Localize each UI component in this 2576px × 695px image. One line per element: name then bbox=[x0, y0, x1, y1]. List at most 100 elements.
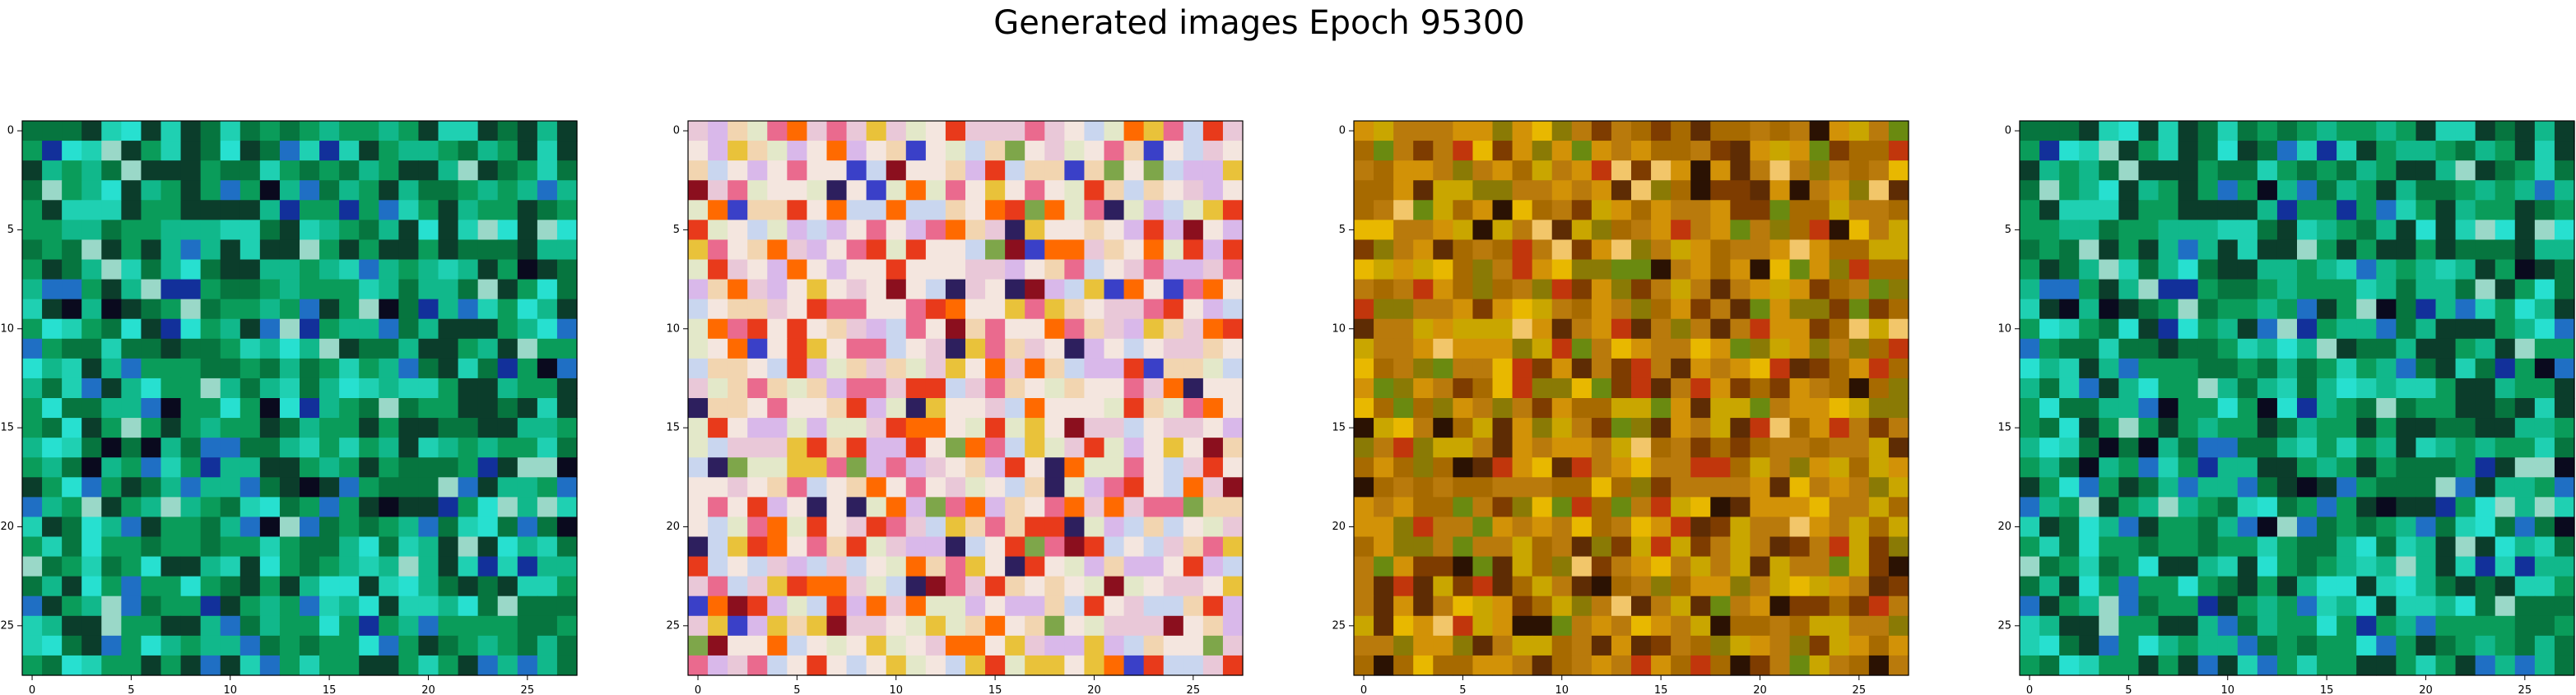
pixel-cell bbox=[1829, 239, 1850, 261]
pixel-cell bbox=[747, 398, 768, 419]
pixel-cell bbox=[1551, 239, 1573, 261]
pixel-cell bbox=[1690, 121, 1711, 141]
pixel-cell bbox=[1472, 259, 1494, 280]
pixel-cell bbox=[807, 418, 828, 438]
pixel-cell bbox=[477, 180, 499, 201]
pixel-cell bbox=[1591, 655, 1612, 676]
pixel-cell bbox=[1413, 259, 1434, 280]
pixel-cell bbox=[1571, 517, 1593, 538]
pixel-cell bbox=[1492, 418, 1514, 438]
pixel-cell bbox=[101, 497, 122, 518]
pixel-cell bbox=[2337, 556, 2357, 577]
pixel-cell bbox=[1123, 358, 1145, 379]
pixel-cell bbox=[945, 477, 966, 498]
pixel-cell bbox=[2197, 457, 2219, 478]
pixel-cell bbox=[2099, 338, 2119, 359]
pixel-cell bbox=[2475, 141, 2496, 161]
pixel-cell bbox=[2376, 576, 2397, 597]
pixel-cell bbox=[2416, 299, 2437, 320]
pixel-cell bbox=[2237, 279, 2258, 300]
pixel-cell bbox=[1453, 338, 1474, 359]
pixel-cell bbox=[767, 239, 788, 261]
pixel-cell bbox=[1868, 239, 1890, 261]
pixel-cell bbox=[2317, 556, 2337, 577]
pixel-cell bbox=[1374, 576, 1394, 597]
pixel-cell bbox=[2257, 517, 2278, 538]
pixel-cell bbox=[239, 160, 261, 181]
pixel-cell bbox=[2276, 318, 2298, 340]
pixel-cell bbox=[2416, 418, 2437, 438]
pixel-cell bbox=[458, 180, 479, 201]
pixel-cell bbox=[1433, 595, 1453, 617]
pixel-cell bbox=[2495, 595, 2516, 617]
pixel-cell bbox=[2276, 338, 2298, 359]
pixel-cell bbox=[1591, 239, 1612, 261]
pixel-cell bbox=[2099, 358, 2119, 379]
pixel-cell bbox=[1750, 378, 1771, 399]
pixel-cell bbox=[2297, 418, 2318, 438]
pixel-cell bbox=[121, 418, 142, 438]
pixel-cell bbox=[1163, 615, 1184, 637]
pixel-cell bbox=[1591, 378, 1612, 399]
pixel-cell bbox=[1750, 576, 1771, 597]
pixel-cell bbox=[1591, 398, 1612, 419]
pixel-cell bbox=[1202, 239, 1224, 261]
pixel-cell bbox=[279, 141, 300, 161]
pixel-cell bbox=[239, 615, 261, 637]
pixel-cell bbox=[200, 438, 221, 458]
pixel-cell bbox=[141, 279, 162, 300]
pixel-cell bbox=[1064, 279, 1086, 300]
pixel-cell bbox=[1730, 200, 1751, 220]
pixel-cell bbox=[2317, 457, 2337, 478]
pixel-cell bbox=[319, 299, 340, 320]
pixel-cell bbox=[2039, 615, 2060, 637]
pixel-cell bbox=[239, 418, 261, 438]
pixel-cell bbox=[339, 517, 360, 538]
pixel-cell bbox=[42, 615, 63, 637]
pixel-cell bbox=[1750, 655, 1771, 676]
pixel-cell bbox=[101, 180, 122, 201]
pixel-cell bbox=[2099, 418, 2119, 438]
pixel-cell bbox=[728, 239, 748, 261]
pixel-cell bbox=[2376, 180, 2397, 201]
pixel-cell bbox=[2554, 239, 2575, 261]
pixel-cell bbox=[1393, 497, 1414, 518]
pixel-cell bbox=[1163, 576, 1184, 597]
pixel-cell bbox=[2197, 318, 2219, 340]
pixel-cell bbox=[81, 259, 102, 280]
x-tick-label: 20 bbox=[1087, 684, 1101, 695]
pixel-cell bbox=[101, 220, 122, 241]
pixel-cell bbox=[1222, 398, 1244, 419]
pixel-cell bbox=[458, 259, 479, 280]
pixel-cell bbox=[1393, 141, 1414, 161]
pixel-cell bbox=[1571, 635, 1593, 656]
pixel-cell bbox=[339, 655, 360, 676]
pixel-cell bbox=[2276, 259, 2298, 280]
pixel-cell bbox=[22, 595, 43, 617]
pixel-cell bbox=[1611, 200, 1632, 220]
pixel-cell bbox=[2495, 635, 2516, 656]
pixel-cell bbox=[1104, 378, 1125, 399]
pixel-cell bbox=[1084, 536, 1105, 558]
pixel-cell bbox=[2435, 517, 2457, 538]
pixel-cell bbox=[418, 655, 439, 676]
pixel-cell bbox=[1532, 438, 1553, 458]
pixel-cell bbox=[81, 180, 102, 201]
pixel-cell bbox=[945, 418, 966, 438]
pixel-cell bbox=[2158, 220, 2179, 241]
pixel-cell bbox=[1005, 655, 1025, 676]
pixel-cell bbox=[1551, 556, 1573, 577]
pixel-cell bbox=[985, 121, 1006, 141]
pixel-cell bbox=[556, 655, 578, 676]
pixel-cell bbox=[965, 615, 986, 637]
pixel-cell bbox=[180, 358, 202, 379]
pixel-cell bbox=[1005, 497, 1025, 518]
pixel-cell bbox=[728, 497, 748, 518]
pixel-cell bbox=[2475, 338, 2496, 359]
pixel-cell bbox=[2079, 556, 2099, 577]
pixel-cell bbox=[319, 180, 340, 201]
pixel-cell bbox=[2138, 576, 2160, 597]
pixel-cell bbox=[985, 318, 1006, 340]
pixel-cell bbox=[2337, 160, 2357, 181]
pixel-cell bbox=[2276, 299, 2298, 320]
